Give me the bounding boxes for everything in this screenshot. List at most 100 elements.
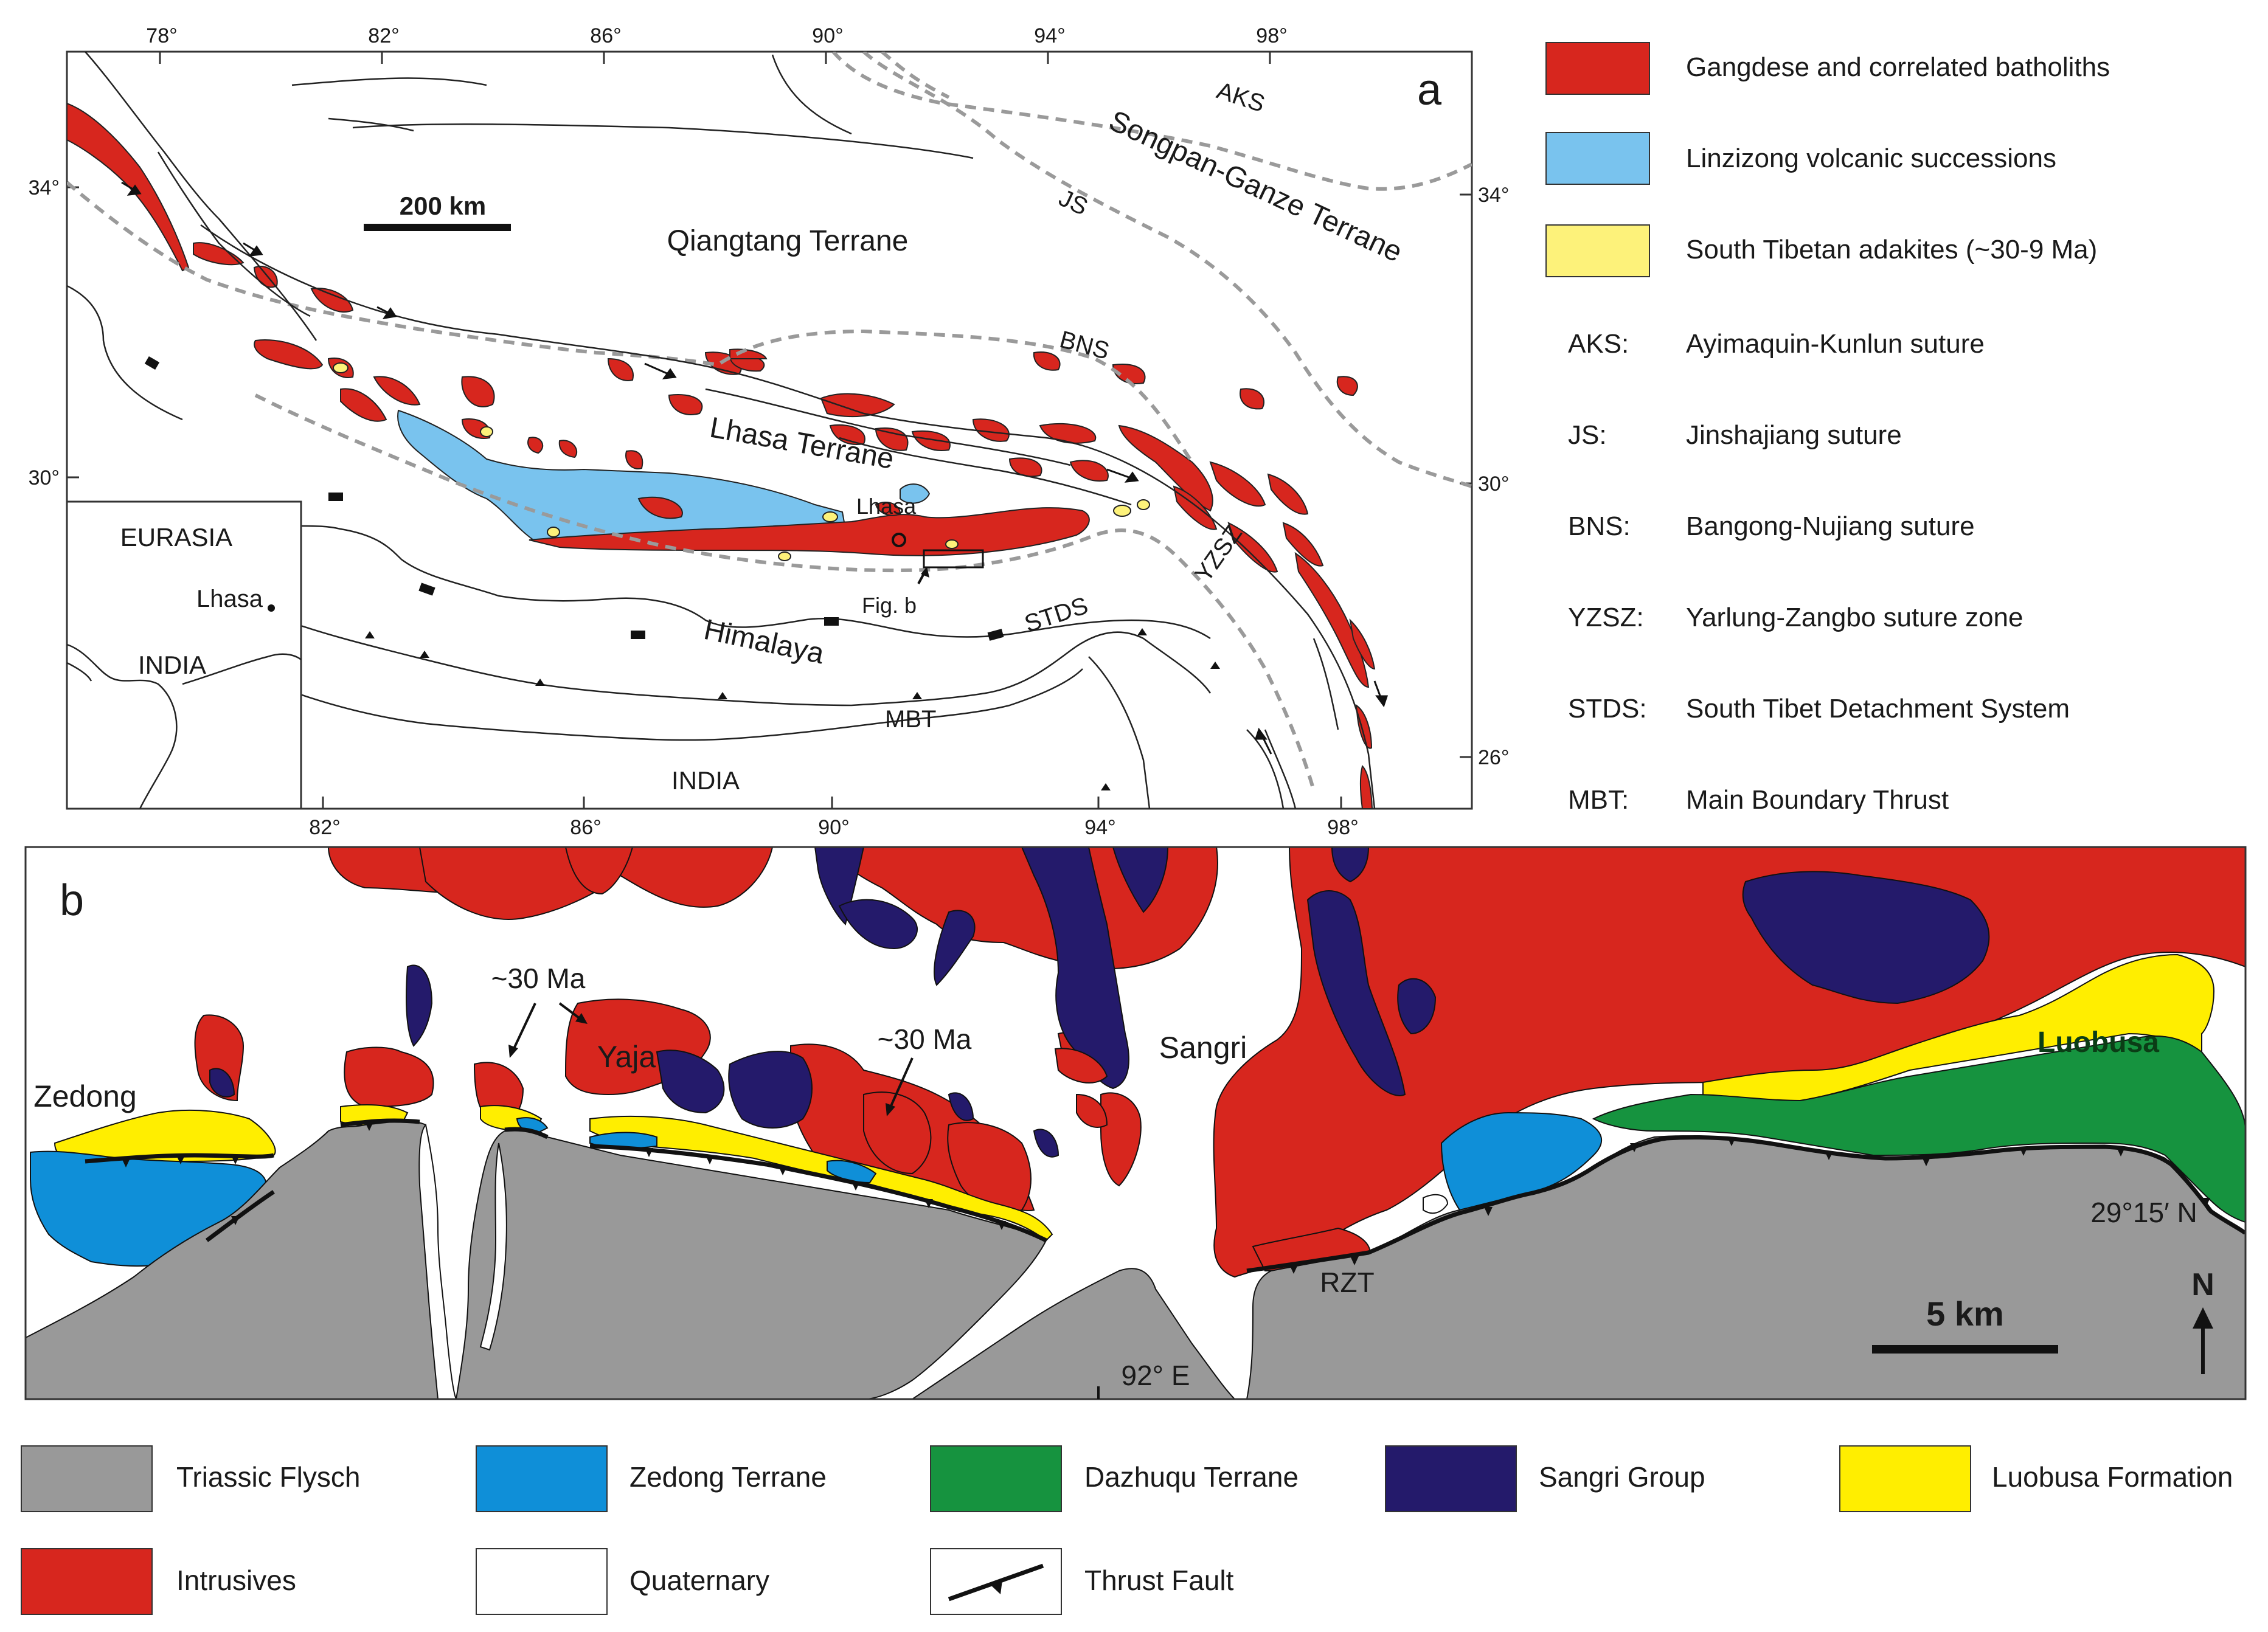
study-area-box: [923, 549, 984, 569]
lon-tick-label: 82°: [309, 816, 340, 839]
legend-a-item-batholith: Gangdese and correlated batholiths: [1545, 42, 2110, 95]
panel-b-map: b Zedong ~30 Ma Yaja ~30 Ma Sangri Luobu…: [24, 846, 2247, 1400]
abbr-meaning: Yarlung-Zangbo suture zone: [1686, 603, 2023, 632]
triassic-flysch-unit: [26, 1121, 2245, 1399]
legend-swatch: [476, 1548, 608, 1615]
scale-bar-a-label: 200 km: [400, 192, 486, 220]
yaja-label: Yaja: [597, 1040, 656, 1074]
sangri-group-unit: [209, 847, 1990, 1158]
lon-tick-label: 86°: [590, 24, 621, 47]
abbreviation-list: AKS: Ayimaquin-Kunlun suture JS: Jinshaj…: [1568, 329, 2070, 815]
legend-label: Triassic Flysch: [176, 1461, 360, 1493]
lon-tick-label: 90°: [812, 24, 843, 47]
legend-swatch: [21, 1548, 153, 1615]
legend-swatch: [1545, 132, 1650, 185]
age-label-30ma-west: ~30 Ma: [491, 963, 586, 994]
lon-tick-label: 98°: [1327, 816, 1358, 839]
lon-tick-label: 78°: [146, 24, 177, 47]
abbr-meaning: Bangong-Nujiang suture: [1686, 511, 1975, 541]
lon-tick-label: 94°: [1084, 816, 1115, 839]
legend-b: Triassic Flysch Zedong Terrane Dazhuqu T…: [21, 1445, 2233, 1615]
lon-tick-label: 86°: [570, 816, 601, 839]
legend-label: Luobusa Formation: [1992, 1461, 2233, 1493]
lon-tick-label: 98°: [1256, 24, 1287, 47]
qiangtang-terrane-label: Qiangtang Terrane: [667, 225, 909, 257]
lhasa-marker: [892, 533, 906, 547]
panel-b-frame: [24, 846, 2247, 1400]
legend-b-item-dazhuqu: Dazhuqu Terrane: [930, 1445, 1299, 1512]
abbr-meaning: South Tibet Detachment System: [1686, 694, 2070, 724]
north-arrow-icon: N: [2191, 1267, 2214, 1374]
gangdese-batholiths: [67, 102, 1376, 809]
legend-label: Thrust Fault: [1084, 1565, 1234, 1596]
abbr-key: MBT:: [1568, 785, 1629, 815]
legend-a: Gangdese and correlated batholiths Linzi…: [1545, 42, 2110, 815]
fig-b-label: Fig. b: [862, 593, 917, 618]
luobusa-label: Luobusa: [2037, 1026, 2159, 1059]
legend-label: South Tibetan adakites (~30-9 Ma): [1686, 235, 2097, 265]
north-label: N: [2191, 1267, 2214, 1302]
lat-tick-label: 30°: [1478, 472, 1509, 496]
legend-b-item-sangri: Sangri Group: [1385, 1445, 1705, 1512]
lon-tick-labels-top: 78° 82° 86° 90° 94° 98°: [146, 24, 1287, 47]
scale-bar-b: 5 km: [1872, 1295, 2058, 1354]
lhasa-city-label: Lhasa: [856, 494, 917, 519]
legend-b-item-luobusa: Luobusa Formation: [1839, 1445, 2233, 1512]
lon-tick-label: 90°: [818, 816, 849, 839]
intrusives-unit-inner: [863, 1048, 1108, 1212]
abbr-key: STDS:: [1568, 694, 1647, 724]
legend-b-item-thrust-fault: Thrust Fault: [930, 1548, 1234, 1615]
lat-tick-label: 30°: [29, 466, 60, 489]
legend-b-item-triassic-flysch: Triassic Flysch: [21, 1445, 360, 1512]
legend-label: Zedong Terrane: [629, 1461, 827, 1493]
legend-swatch: [476, 1445, 608, 1512]
legend-a-item-linzizong: Linzizong volcanic successions: [1545, 132, 2056, 185]
abbr-meaning: Ayimaquin-Kunlun suture: [1686, 329, 1985, 359]
zedong-label: Zedong: [33, 1079, 137, 1113]
panel-a-letter: a: [1417, 66, 1442, 114]
lat-tick-label: 34°: [1478, 184, 1509, 207]
inset-india-label: INDIA: [138, 651, 206, 679]
quaternary-unit: [418, 1123, 1449, 1399]
inset-eurasia-label: EURASIA: [120, 523, 232, 551]
legend-swatch: [1839, 1445, 1971, 1512]
thrust-teeth: [144, 356, 1220, 790]
thrust-fault-symbol-icon: [948, 1563, 1044, 1602]
luobusa-formation-unit: [54, 953, 2215, 1242]
legend-b-item-zedong: Zedong Terrane: [476, 1445, 827, 1512]
panel-a-map: 78° 82° 86° 90° 94° 98° 82° 86° 90° 94° …: [29, 24, 1510, 839]
linzizong-small-patch: [900, 483, 931, 504]
lat-tick-label: 26°: [1478, 746, 1509, 769]
legend-label: Dazhuqu Terrane: [1084, 1461, 1299, 1493]
legend-swatch: [1545, 42, 1650, 95]
inset-map: EURASIA Lhasa INDIA: [66, 500, 302, 810]
longitude-label: 92° E: [1121, 1360, 1190, 1391]
abbr-meaning: Main Boundary Thrust: [1686, 785, 1949, 815]
lon-tick-label: 94°: [1034, 24, 1065, 47]
rzt-label: RZT: [1320, 1267, 1374, 1298]
legend-swatch: [930, 1445, 1062, 1512]
sangri-label: Sangri: [1159, 1031, 1247, 1065]
fault-lines: [67, 52, 1376, 809]
scale-bar-b-label: 5 km: [1926, 1295, 2004, 1333]
legend-label: Linzizong volcanic successions: [1686, 143, 2056, 173]
lat-tick-label: 34°: [29, 176, 60, 199]
legend-swatch: [1545, 224, 1650, 277]
india-label: INDIA: [671, 766, 740, 795]
abbr-key: BNS:: [1568, 511, 1631, 541]
legend-a-item-adakite: South Tibetan adakites (~30-9 Ma): [1545, 224, 2097, 277]
scale-bar-a: 200 km: [364, 192, 511, 231]
abbr-meaning: Jinshajiang suture: [1686, 420, 1902, 450]
latitude-label: 29°15′ N: [2090, 1197, 2197, 1228]
legend-b-item-intrusives: Intrusives: [21, 1548, 296, 1615]
panel-b-letter: b: [60, 876, 84, 925]
legend-b-item-quaternary: Quaternary: [476, 1548, 769, 1615]
legend-label: Sangri Group: [1539, 1461, 1705, 1493]
lon-tick-label: 82°: [368, 24, 399, 47]
thrust-fault-line: [85, 1118, 2245, 1274]
abbr-key: YZSZ:: [1568, 603, 1644, 632]
legend-swatch: [21, 1445, 153, 1512]
dazhuqu-terrane-unit: [1592, 1036, 2245, 1223]
legend-swatch: [1385, 1445, 1517, 1512]
